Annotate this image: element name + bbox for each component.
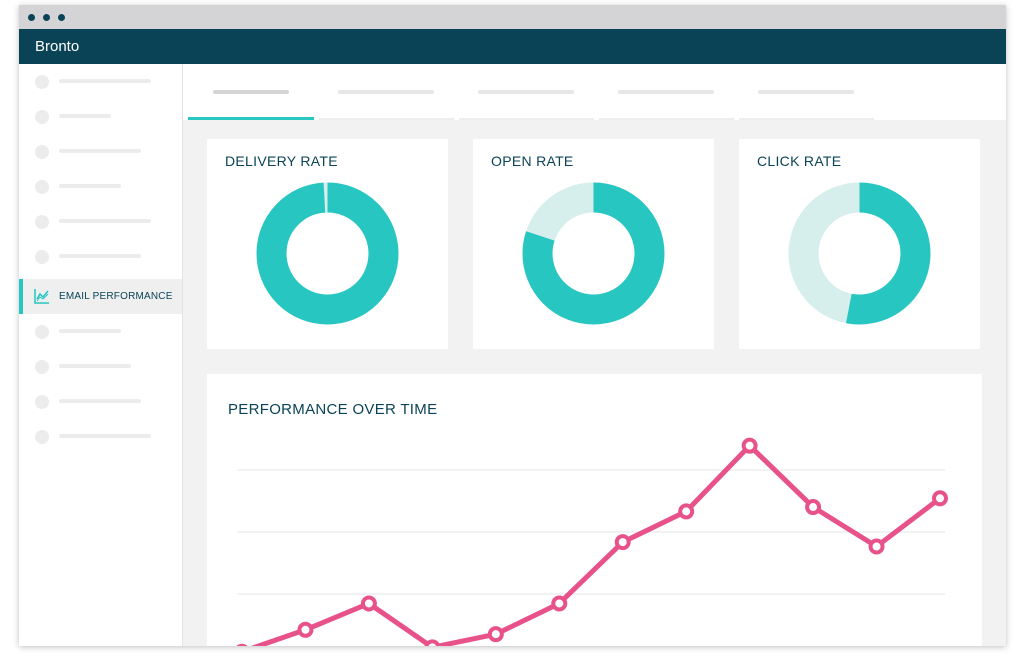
sidebar-item-placeholder (59, 149, 141, 153)
donut-fill (788, 182, 931, 325)
sidebar: EMAIL PERFORMANCE (19, 64, 183, 646)
window-dot[interactable] (43, 14, 50, 21)
sidebar-item[interactable] (19, 99, 182, 134)
sidebar-item-icon (35, 395, 49, 409)
sidebar-item-icon (35, 145, 49, 159)
sidebar-item-icon (35, 325, 49, 339)
open-rate-card: OPEN RATE (473, 139, 714, 349)
performance-line-chart (236, 437, 948, 646)
sidebar-item[interactable] (19, 349, 182, 384)
app-title: Bronto (35, 38, 80, 55)
tab-underline (319, 118, 454, 120)
sidebar-item-placeholder (59, 254, 141, 258)
series-line (250, 443, 943, 646)
delivery-rate-card: DELIVERY RATE (207, 139, 448, 349)
sidebar-item-placeholder (59, 79, 151, 83)
sidebar-item-placeholder (59, 399, 141, 403)
click-rate-donut (788, 182, 931, 325)
sidebar-item-placeholder (59, 219, 151, 223)
sidebar-item-icon (35, 180, 49, 194)
tab-label-placeholder (338, 90, 434, 94)
browser-window: Bronto (19, 5, 1006, 646)
data-point[interactable] (551, 595, 568, 612)
tab-label-placeholder (758, 90, 854, 94)
sidebar-item[interactable] (19, 64, 182, 99)
tab-label-placeholder (213, 90, 289, 94)
sidebar-item-email-performance[interactable]: EMAIL PERFORMANCE (19, 279, 182, 314)
data-point[interactable] (678, 503, 695, 520)
sidebar-item-icon (35, 75, 49, 89)
tab-underline (188, 117, 314, 120)
sidebar-item[interactable] (19, 384, 182, 419)
data-point[interactable] (741, 437, 758, 454)
delivery-rate-donut (256, 182, 399, 325)
tab-underline (599, 118, 734, 120)
tab-bar (183, 64, 1006, 120)
tab-5[interactable] (739, 64, 874, 120)
sidebar-item[interactable] (19, 314, 182, 349)
data-point[interactable] (360, 595, 377, 612)
donut-fill (256, 182, 399, 325)
tab-label-placeholder (478, 90, 574, 94)
tab-underline (739, 118, 874, 120)
sidebar-item[interactable] (19, 134, 182, 169)
tab-2[interactable] (319, 64, 454, 120)
tab-4[interactable] (599, 64, 734, 120)
card-title: OPEN RATE (491, 153, 574, 169)
line-chart-icon (34, 289, 49, 304)
sidebar-item-icon (35, 110, 49, 124)
data-point[interactable] (614, 534, 631, 551)
window-dot[interactable] (28, 14, 35, 21)
sidebar-item-placeholder (59, 434, 151, 438)
sidebar-item-placeholder (59, 114, 111, 118)
data-point[interactable] (805, 499, 822, 516)
tab-underline (459, 118, 594, 120)
sidebar-item[interactable] (19, 169, 182, 204)
window-dot[interactable] (58, 14, 65, 21)
data-point[interactable] (932, 490, 948, 507)
donut-fill (522, 182, 665, 325)
active-indicator (19, 279, 23, 314)
open-rate-donut (522, 182, 665, 325)
card-title: CLICK RATE (757, 153, 842, 169)
sidebar-item[interactable] (19, 239, 182, 274)
sidebar-item-icon (35, 215, 49, 229)
performance-card: PERFORMANCE OVER TIME (207, 374, 982, 646)
sidebar-item-label: EMAIL PERFORMANCE (59, 291, 173, 302)
sidebar-item-placeholder (59, 184, 121, 188)
data-point[interactable] (297, 621, 314, 638)
data-point[interactable] (868, 538, 885, 555)
data-point[interactable] (487, 626, 504, 643)
data-point[interactable] (424, 639, 441, 646)
sidebar-item[interactable] (19, 204, 182, 239)
sidebar-item-icon (35, 250, 49, 264)
sidebar-item-icon (35, 430, 49, 444)
sidebar-item[interactable] (19, 419, 182, 454)
performance-title: PERFORMANCE OVER TIME (228, 401, 438, 418)
window-chrome (19, 5, 1006, 29)
main-content: DELIVERY RATE OPEN RATE CLICK RATE PERFO… (183, 64, 1006, 646)
sidebar-item-placeholder (59, 329, 121, 333)
sidebar-item-icon (35, 360, 49, 374)
app-header: Bronto (19, 29, 1006, 64)
click-rate-card: CLICK RATE (739, 139, 980, 349)
sidebar-item-placeholder (59, 364, 131, 368)
tab-label-placeholder (618, 90, 714, 94)
tab-1[interactable] (188, 64, 314, 120)
card-title: DELIVERY RATE (225, 153, 338, 169)
tab-3[interactable] (459, 64, 594, 120)
